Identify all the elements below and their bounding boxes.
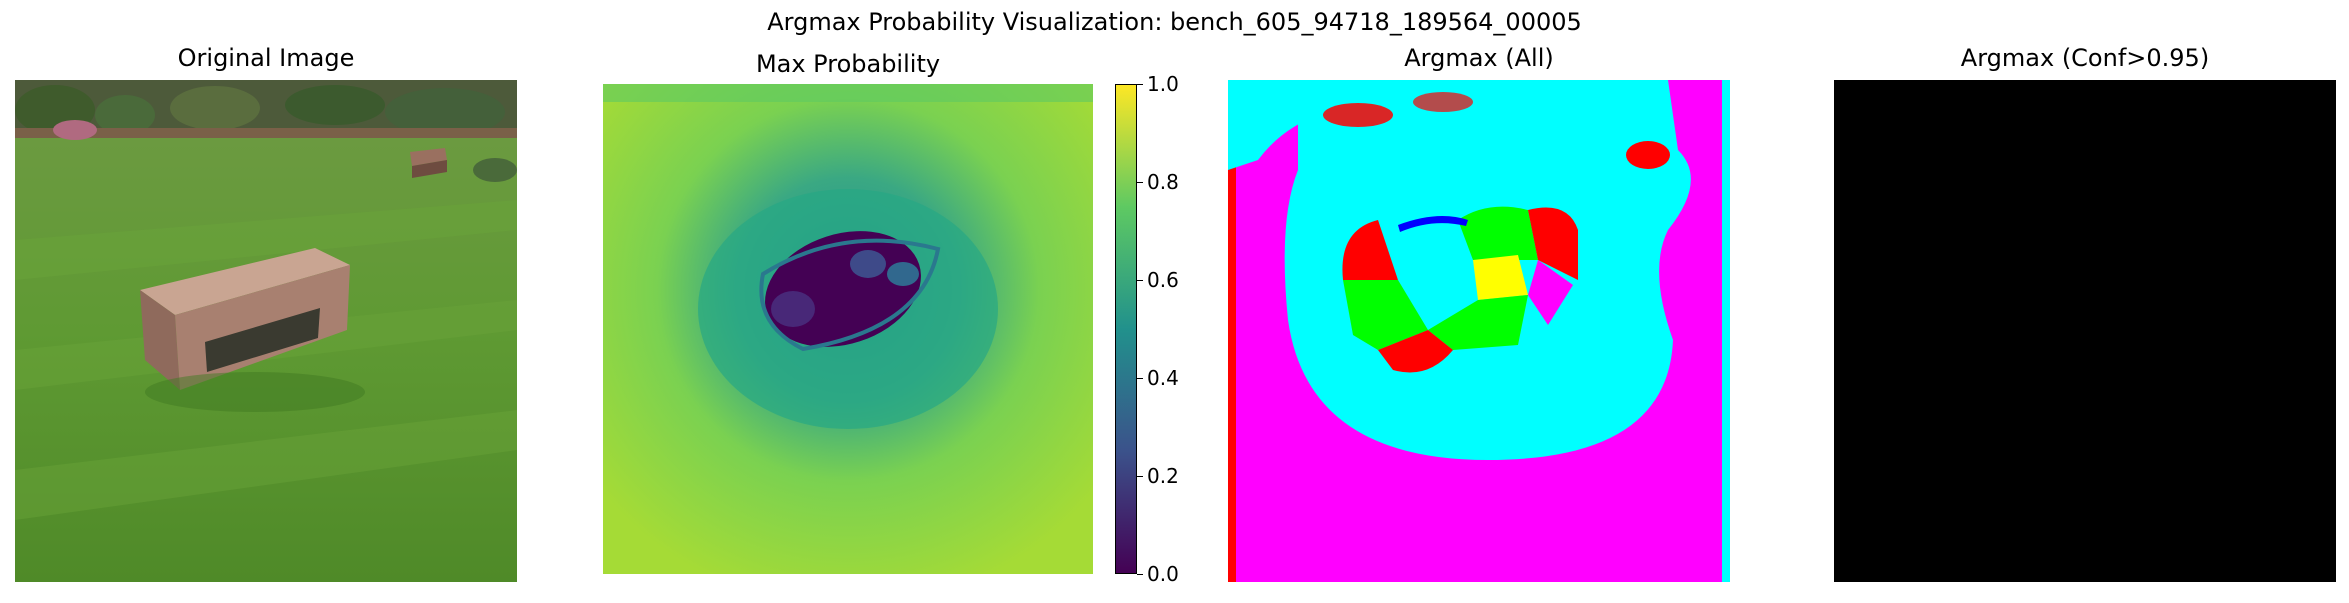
argmax-conf-map xyxy=(1834,80,2336,582)
colorbar-tick-mark xyxy=(1137,83,1143,85)
panel-title-argmax-conf: Argmax (Conf>0.95) xyxy=(1960,44,2210,72)
panel-title-max-prob: Max Probability xyxy=(755,50,941,78)
colorbar-tick-mark xyxy=(1137,377,1143,379)
colorbar-tick-mark xyxy=(1137,279,1143,281)
colorbar-tick-label: 0.0 xyxy=(1147,562,1179,586)
panel-title-original: Original Image xyxy=(177,44,355,72)
max-probability-map xyxy=(603,84,1093,574)
colorbar-tick-mark xyxy=(1137,181,1143,183)
colorbar-tick-mark xyxy=(1137,573,1143,575)
colorbar-tick-mark xyxy=(1137,475,1143,477)
argmax-all-map xyxy=(1228,80,1730,582)
colorbar xyxy=(1115,84,1137,574)
colorbar-tick-label: 0.8 xyxy=(1147,170,1179,194)
colorbar-tick-label: 0.6 xyxy=(1147,268,1179,292)
colorbar-tick-label: 0.2 xyxy=(1147,464,1179,488)
original-image xyxy=(15,80,517,582)
colorbar-tick-label: 1.0 xyxy=(1147,72,1179,96)
colorbar-tick-label: 0.4 xyxy=(1147,366,1179,390)
figure-title: Argmax Probability Visualization: bench_… xyxy=(767,8,1582,36)
panel-title-argmax-all: Argmax (All) xyxy=(1404,44,1554,72)
